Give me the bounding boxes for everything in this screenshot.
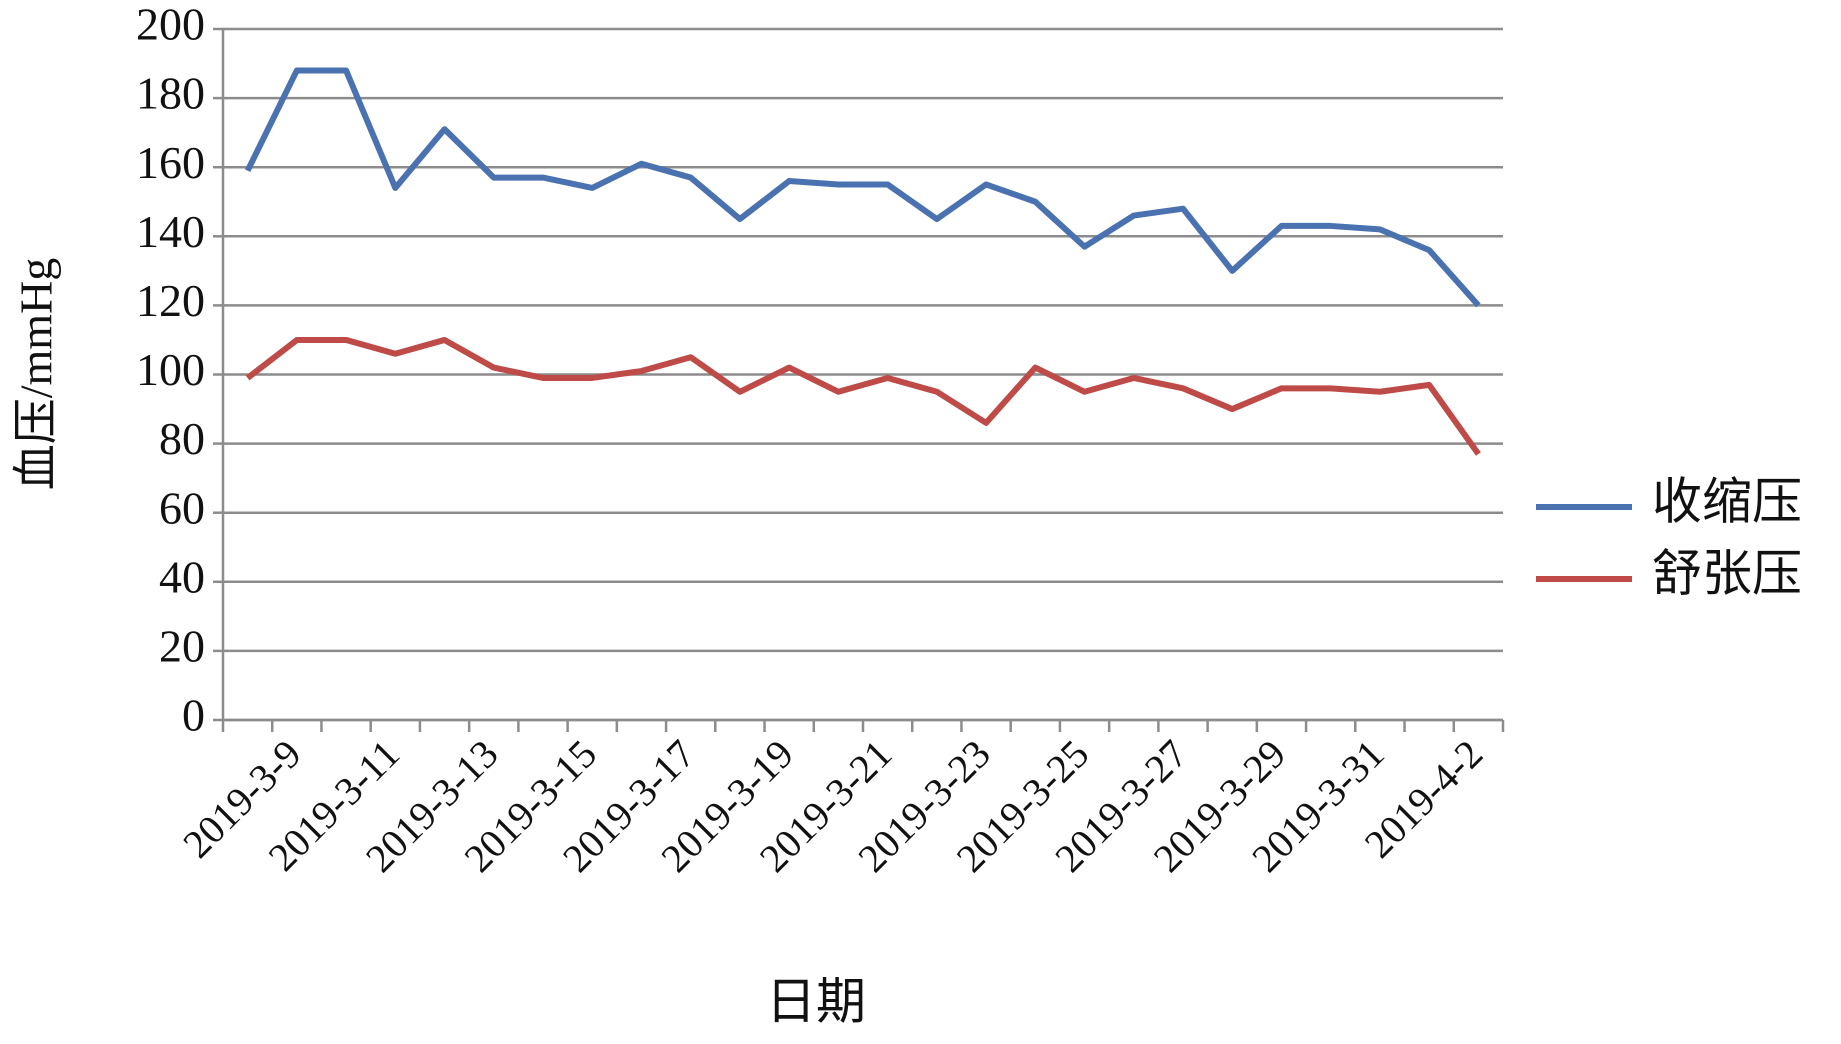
y-tick-label: 140 [136,206,205,257]
y-tick-label: 40 [159,551,205,602]
y-tick-label: 120 [136,275,205,326]
y-tick-label: 80 [159,413,205,464]
series-line [245,336,1481,456]
y-tick-label: 60 [159,482,205,533]
y-tick-label: 20 [159,620,205,671]
series-line [244,67,1481,308]
y-tick-label: 0 [182,690,205,741]
y-tick-label: 180 [136,68,205,119]
legend-label: 舒张压 [1652,545,1802,601]
y-axis-title: 血压/mmHg [11,258,62,491]
y-tick-label: 200 [136,0,205,50]
y-tick-label: 160 [136,137,205,188]
y-tick-label: 100 [136,344,205,395]
x-axis-title: 日期 [766,973,866,1029]
legend-label: 收缩压 [1652,473,1802,529]
